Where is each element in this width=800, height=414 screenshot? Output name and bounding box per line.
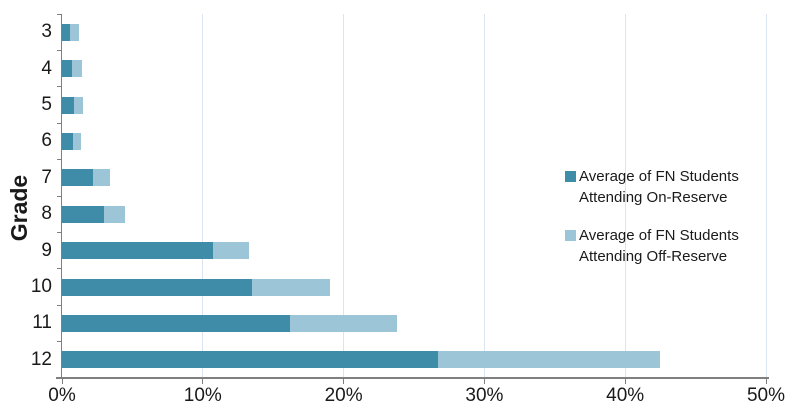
x-tick-label: 10% bbox=[183, 385, 222, 406]
y-axis-tick bbox=[57, 341, 62, 343]
bar-grade-3-on-reserve bbox=[62, 23, 71, 41]
bar-grade-7-off-reserve bbox=[92, 169, 110, 187]
y-axis-tick bbox=[57, 49, 62, 51]
y-tick-label: 11 bbox=[32, 312, 52, 334]
legend-entry-on-reserve: Average of FN Students Attending On-Reser… bbox=[565, 166, 780, 208]
bar-grade-11-off-reserve bbox=[290, 314, 398, 332]
gridline-40 bbox=[624, 14, 626, 378]
bar-grade-6-on-reserve bbox=[62, 132, 74, 150]
y-tick-label: 5 bbox=[41, 94, 52, 115]
legend-label-line: Average of FN Students bbox=[579, 227, 739, 244]
y-axis-tick bbox=[57, 13, 62, 15]
y-tick-label: 6 bbox=[41, 130, 52, 152]
y-tick-label: 10 bbox=[30, 276, 52, 297]
y-tick-label: 8 bbox=[41, 203, 52, 225]
y-axis-tick bbox=[57, 304, 62, 306]
bar-grade-4-off-reserve bbox=[71, 60, 82, 78]
x-axis-tick bbox=[61, 378, 63, 384]
x-tick-label: 40% bbox=[606, 385, 645, 406]
x-axis-line bbox=[56, 377, 769, 379]
y-axis-line bbox=[60, 14, 62, 378]
bar-grade-10-off-reserve bbox=[252, 278, 330, 296]
bar-grade-4-on-reserve bbox=[62, 60, 72, 78]
x-tick-label: 30% bbox=[465, 385, 504, 406]
bar-grade-3-off-reserve bbox=[70, 23, 79, 41]
bar-grade-6-off-reserve bbox=[73, 132, 81, 150]
bar-grade-8-on-reserve bbox=[62, 205, 105, 223]
y-tick-label: 7 bbox=[41, 166, 52, 188]
gridline-10 bbox=[202, 14, 204, 378]
gridline-20 bbox=[343, 14, 345, 378]
y-tick-label: 9 bbox=[41, 239, 52, 261]
legend-entry-off-reserve: Average of FN Students Attending Off-Rese… bbox=[565, 225, 780, 267]
y-axis-tick bbox=[57, 195, 62, 197]
y-axis-title: Grade bbox=[6, 174, 32, 242]
legend-label-line: Attending Off-Reserve bbox=[579, 248, 728, 265]
bar-grade-5-off-reserve bbox=[73, 96, 84, 114]
bar-grade-10-on-reserve bbox=[62, 278, 253, 296]
bar-grade-9-off-reserve bbox=[212, 242, 250, 260]
bar-grade-12-on-reserve bbox=[62, 351, 438, 369]
x-axis-tick bbox=[343, 378, 345, 384]
y-axis-tick bbox=[57, 268, 62, 270]
gridline-50 bbox=[765, 14, 767, 378]
y-tick-label: 3 bbox=[41, 21, 52, 43]
x-axis-tick bbox=[483, 378, 485, 384]
bar-grade-12-off-reserve bbox=[437, 351, 661, 369]
bar-grade-11-on-reserve bbox=[62, 314, 291, 332]
bar-grade-9-on-reserve bbox=[62, 242, 213, 260]
legend-swatch-on-reserve-icon bbox=[565, 171, 576, 182]
legend-label-line: Attending On-Reserve bbox=[579, 189, 728, 206]
x-tick-label: 50% bbox=[746, 385, 786, 406]
y-axis-tick bbox=[57, 86, 62, 88]
legend-label-off-reserve: Average of FN Students Attending Off-Rese… bbox=[579, 225, 739, 267]
y-axis-tick bbox=[57, 122, 62, 124]
legend-swatch-off-reserve-icon bbox=[565, 230, 576, 241]
legend-label-line: Average of FN Students bbox=[579, 168, 739, 185]
x-axis-tick bbox=[765, 378, 767, 384]
bar-grade-7-on-reserve bbox=[62, 169, 93, 187]
x-tick-label: 0% bbox=[48, 385, 76, 406]
x-tick-label: 20% bbox=[324, 385, 363, 406]
legend-label-on-reserve: Average of FN Students Attending On-Reser… bbox=[579, 166, 739, 208]
legend: Average of FN Students Attending On-Reser… bbox=[565, 166, 780, 284]
y-axis-tick bbox=[57, 231, 62, 233]
y-tick-label: 12 bbox=[30, 348, 52, 370]
y-tick-label: 4 bbox=[41, 57, 52, 79]
x-axis-tick bbox=[202, 378, 204, 384]
y-axis-tick bbox=[57, 159, 62, 161]
x-axis-tick bbox=[624, 378, 626, 384]
bar-grade-5-on-reserve bbox=[62, 96, 74, 114]
bar-grade-8-off-reserve bbox=[104, 205, 126, 223]
gridline-30 bbox=[483, 14, 485, 378]
